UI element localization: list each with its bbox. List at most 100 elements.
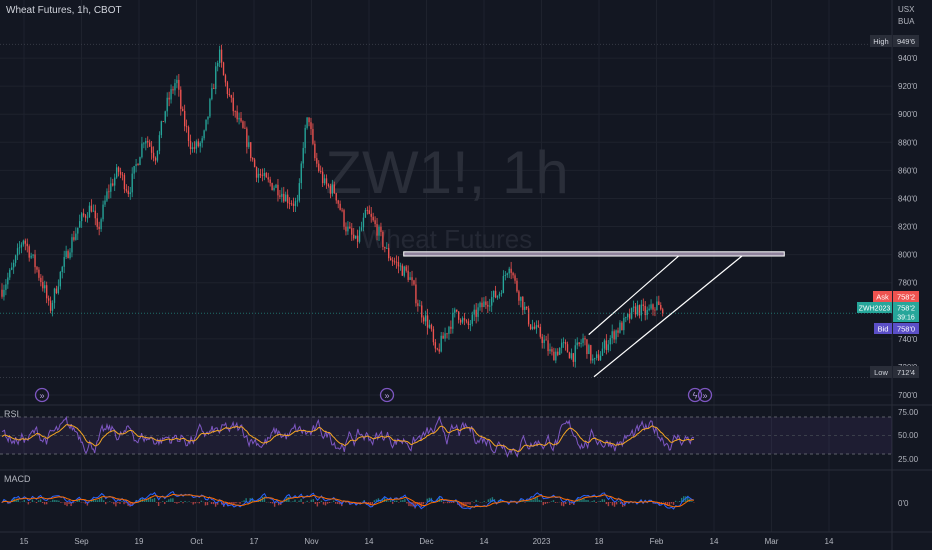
macd-bar [680,497,683,502]
time-tick: Nov [304,537,318,546]
macd-bar [166,500,168,502]
candle-body [595,354,598,359]
candle-body [450,326,452,329]
candle-body [281,193,283,197]
candle-body [273,187,275,191]
candle-body [250,142,252,159]
candle-body [154,157,157,161]
candle-body [428,324,431,328]
candle-body [345,226,347,232]
svg-text:ZWH2023: ZWH2023 [859,306,891,313]
macd-bar [302,502,304,504]
price-axis[interactable]: 940'0 920'0 900'0 880'0 860'0 840'0 820'0 800'0… [898,54,918,400]
macd-bar [275,502,278,503]
macd-bar [687,495,689,502]
macd-bar [668,502,671,506]
channel-upper-line[interactable] [588,255,679,336]
candle-body [150,146,153,153]
time-tick: Sep [74,537,89,546]
candle-body [226,82,229,94]
candle-body [527,308,530,325]
candle-body [86,217,89,219]
rsi-label[interactable]: RSI [4,409,19,419]
svg-text:High: High [873,37,888,46]
candle-body [520,296,522,301]
candle-body [65,251,67,258]
macd-bar [176,502,178,504]
macd-bar [619,502,622,505]
candle-body [290,203,293,205]
currency-label[interactable]: USX [898,5,915,14]
time-axis[interactable]: 15 Sep 19 Oct 17 Nov 14 Dec 14 2023 18 Feb 14 Mar 14 [20,537,834,546]
candle-body [401,265,403,276]
candle-body [246,128,248,147]
candle-body [232,97,234,112]
macd-label[interactable]: MACD [4,474,31,484]
candle-body [522,296,524,310]
candle-body [12,262,15,268]
candle-body [318,163,320,171]
candle-body [308,117,310,123]
macd-bar [367,502,369,504]
candle-body [168,97,170,100]
macd-bar [192,502,194,505]
price-tick: 780'0 [898,279,918,288]
macd-bar [569,502,571,506]
resistance-zone[interactable] [403,251,785,257]
candle-body [283,193,285,202]
macd-bar [218,501,221,502]
macd-bar [322,502,325,505]
event-marker[interactable]: » [34,387,50,403]
channel-lower-line[interactable] [593,255,743,378]
macd-bar [64,502,66,505]
candle-body [96,218,98,227]
time-tick: Feb [650,537,664,546]
unit-label[interactable]: BUA [898,17,915,26]
event-marker[interactable]: ϟ [687,387,703,403]
candle-body [193,147,196,149]
candle-body [362,217,365,228]
candle-body [121,174,124,176]
candle-body [98,226,100,230]
candle-body [57,286,60,294]
time-tick: 15 [20,537,29,546]
candle-body [292,203,295,206]
macd-bar [487,499,490,502]
candle-body [244,127,246,129]
candle-body [411,277,413,281]
macd-bar [60,502,62,503]
candle-body [119,171,122,175]
candle-body [368,210,370,214]
macd-bar [579,500,581,502]
candle-body [286,194,289,204]
candle-body [174,83,176,91]
macd-bar [58,500,60,502]
candle-body [615,330,617,340]
candle-body [199,142,201,147]
candle-body [551,349,553,352]
macd-bar [599,500,601,502]
candle-body [14,255,17,263]
event-marker[interactable]: » [697,387,713,403]
chart-title[interactable]: Wheat Futures, 1h, CBOT [6,5,122,16]
candle-body [143,143,145,145]
macd-bar [168,499,170,502]
macd-bar [564,502,567,504]
candle-body [559,347,561,355]
macd-bar [404,498,406,502]
candle-body [26,243,28,247]
candle-body [106,191,108,201]
candle-body [263,173,266,176]
candle-body [69,252,71,258]
candle-body [320,170,322,172]
candle-body [594,358,596,359]
macd-bar [337,502,339,504]
macd-bar [39,499,42,502]
macd-tick: 0'0 [898,499,909,508]
event-marker[interactable]: » [379,387,395,403]
macd-bar [115,502,117,507]
macd-bar [544,502,547,504]
candle-body [469,323,472,325]
